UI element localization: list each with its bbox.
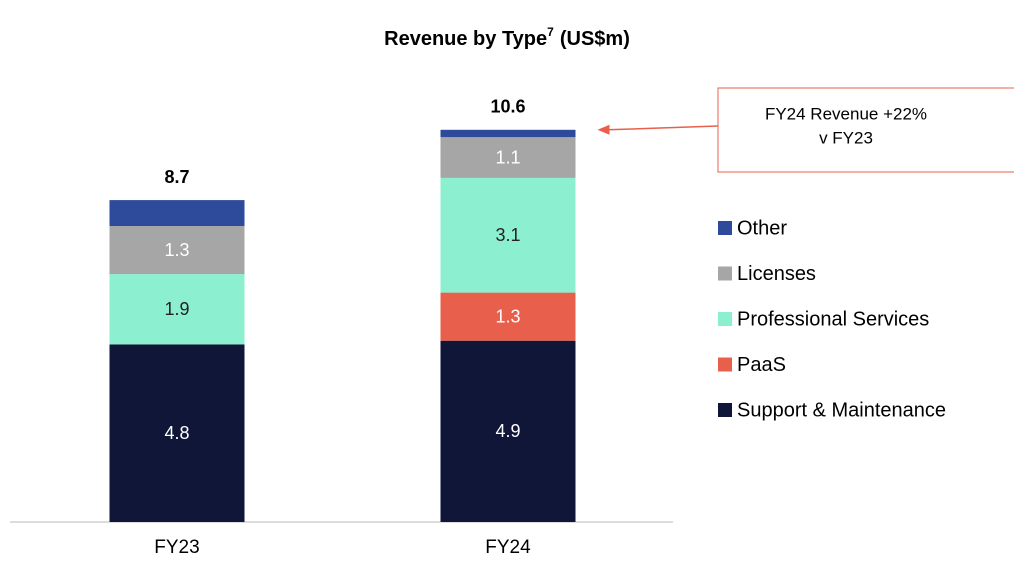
bar-segment <box>440 129 576 138</box>
annotation-text: FY24 Revenue +22% <box>765 104 927 123</box>
x-tick-label: FY23 <box>154 537 199 558</box>
bar-segment <box>440 137 576 178</box>
bar-segment <box>440 340 576 522</box>
total-label: 10.6 <box>490 97 525 117</box>
legend-swatch <box>718 266 732 281</box>
x-tick-label: FY24 <box>485 537 531 558</box>
legend-label: Support & Maintenance <box>737 399 946 421</box>
value-label: 3.1 <box>495 225 520 245</box>
bar-segment <box>109 200 245 226</box>
legend-swatch <box>718 312 732 326</box>
annotation-box <box>717 87 1014 173</box>
value-label: 1.9 <box>164 299 189 319</box>
legend-label: Other <box>737 217 787 239</box>
bar-segment <box>440 292 576 341</box>
title-unit: (US$m) <box>560 28 630 50</box>
legend-label: Licenses <box>737 263 816 285</box>
value-label: 1.1 <box>495 147 520 167</box>
legend-label: Professional Services <box>737 308 929 330</box>
bar-segment <box>440 177 576 293</box>
total-label: 8.7 <box>164 167 189 187</box>
annotation-text: v FY23 <box>819 128 873 147</box>
bar-segment <box>109 226 245 275</box>
title-text: Revenue by Type <box>384 28 547 50</box>
bar-segment <box>109 274 245 345</box>
legend-swatch <box>718 403 732 417</box>
value-label: 4.9 <box>495 421 520 441</box>
annotation-arrowhead <box>597 124 610 135</box>
chart-title: Revenue by Type7 (US$m) <box>384 25 630 50</box>
title-footnote: 7 <box>547 25 554 39</box>
value-label: 4.8 <box>164 423 189 443</box>
annotation-arrow <box>607 125 719 131</box>
legend-label: PaaS <box>737 354 786 376</box>
legend-swatch <box>718 221 732 235</box>
legend-swatch <box>718 357 732 372</box>
value-label: 1.3 <box>164 240 189 260</box>
value-label: 1.3 <box>495 306 520 326</box>
bar-segment <box>109 344 245 522</box>
